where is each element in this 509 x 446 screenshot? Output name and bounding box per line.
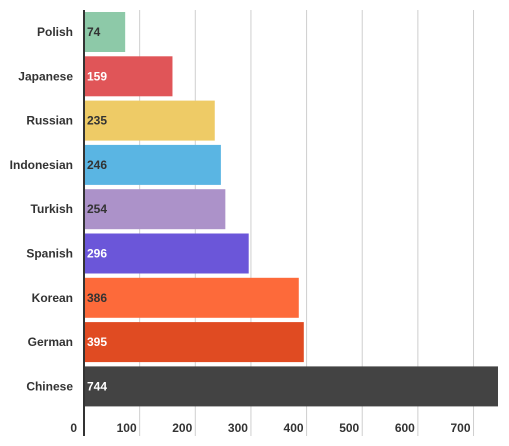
value-label-spanish: 296 [87, 247, 107, 261]
x-tick-label-500: 500 [339, 421, 359, 435]
bar-chinese [84, 366, 498, 407]
grid-lines [139, 10, 475, 436]
x-tick-label-700: 700 [450, 421, 470, 435]
x-tick-label-100: 100 [117, 421, 137, 435]
category-labels: Polish Japanese Russian Indonesian Turkish Sp… [10, 25, 74, 393]
x-tick-label-600: 600 [395, 421, 415, 435]
category-label-japanese: Japanese [18, 69, 73, 83]
value-label-chinese: 744 [87, 379, 107, 393]
value-label-german: 395 [87, 335, 107, 349]
bar-japanese [84, 56, 173, 97]
value-label-korean: 386 [87, 291, 107, 305]
category-label-turkish: Turkish [31, 202, 73, 216]
category-label-korean: Korean [32, 291, 73, 305]
category-label-indonesian: Indonesian [10, 158, 73, 172]
x-axis-tick-labels: 0 100 200 300 400 500 600 700 [70, 421, 471, 435]
bar-indonesian [84, 144, 221, 185]
category-label-polish: Polish [37, 25, 73, 39]
value-label-russian: 235 [87, 114, 107, 128]
category-label-russian: Russian [26, 114, 73, 128]
category-label-german: German [28, 335, 73, 349]
bars [84, 12, 498, 407]
value-label-turkish: 254 [87, 202, 107, 216]
value-labels: 74 159 235 246 254 296 386 395 744 [87, 25, 107, 393]
x-tick-label-200: 200 [172, 421, 192, 435]
bar-spanish [84, 233, 249, 274]
bar-german [84, 322, 304, 363]
bar-polish [84, 12, 126, 52]
x-tick-label-400: 400 [284, 421, 304, 435]
x-tick-label-300: 300 [228, 421, 248, 435]
value-label-polish: 74 [87, 25, 101, 39]
bar-turkish [84, 189, 226, 230]
bar-korean [84, 277, 299, 318]
category-label-spanish: Spanish [26, 247, 73, 261]
value-label-japanese: 159 [87, 69, 107, 83]
x-tick-label-0: 0 [70, 421, 77, 435]
value-label-indonesian: 246 [87, 158, 107, 172]
bar-russian [84, 100, 215, 141]
category-label-chinese: Chinese [26, 379, 73, 393]
